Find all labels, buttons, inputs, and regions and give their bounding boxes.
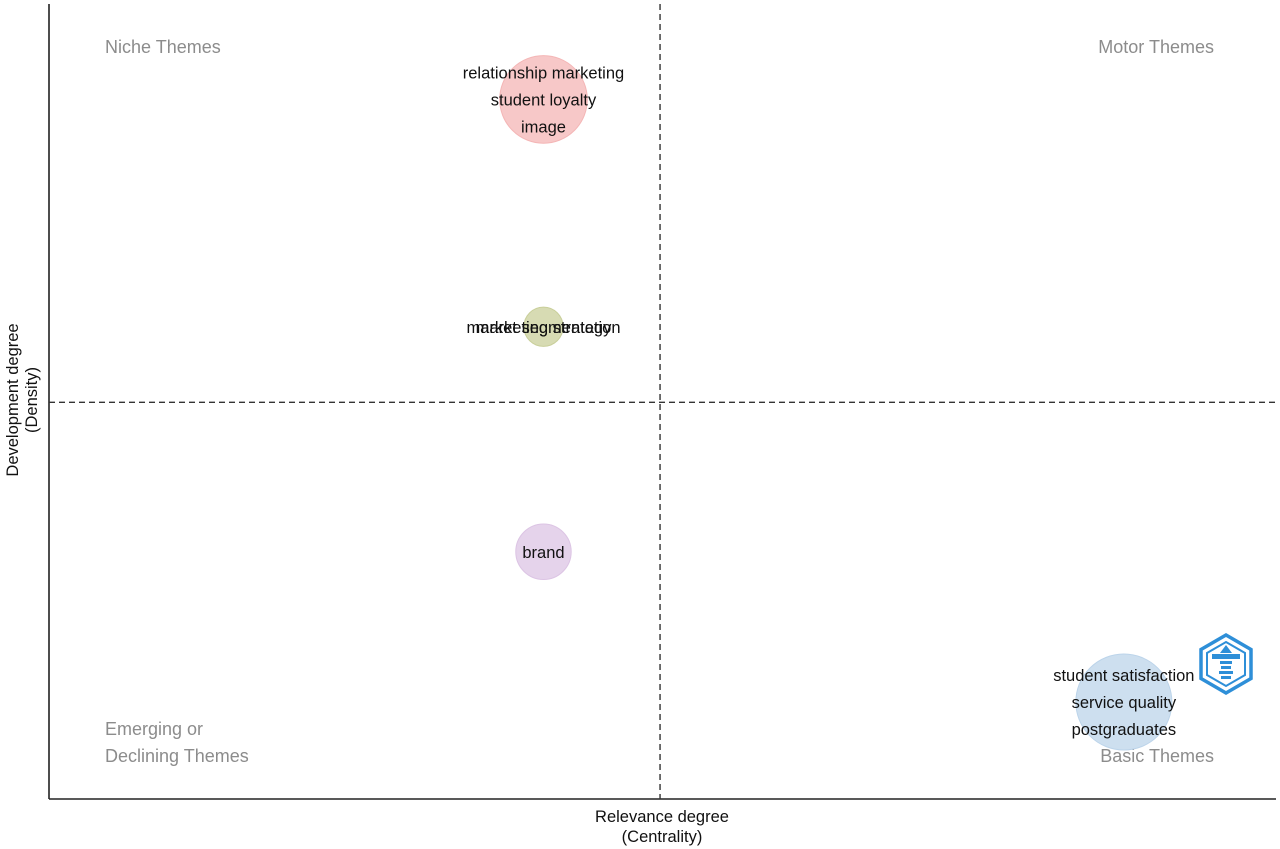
cluster-label-0-1: student loyalty: [491, 91, 597, 109]
cluster-label-1-0: market segmentation: [466, 319, 620, 337]
quadrant-label-basic: Basic Themes: [1100, 746, 1214, 766]
quadrant-label-emerging-line1: Emerging or: [105, 719, 203, 739]
x-axis-title-line2: (Centrality): [622, 828, 703, 846]
cluster-label-1-1: marketing strategy: [476, 319, 612, 337]
cluster-label-2-0: brand: [522, 544, 564, 562]
cluster-bubble-2: [515, 523, 572, 580]
shield-logo-icon: [1199, 632, 1253, 696]
cluster-label-3-2: postgraduates: [1072, 721, 1177, 739]
cluster-bubble-0: [499, 55, 588, 144]
cluster-bubble-3: [1075, 653, 1173, 751]
x-axis-title-line1: Relevance degree: [595, 808, 729, 826]
cluster-bubble-1: [523, 306, 564, 347]
cluster-label-0-2: image: [521, 118, 566, 136]
cluster-label-3-0: student satisfaction: [1053, 667, 1194, 685]
y-axis-title-line2: (Density): [23, 367, 41, 433]
y-axis-title-line1: Development degree: [4, 323, 22, 476]
quadrant-label-motor: Motor Themes: [1098, 37, 1214, 57]
cluster-label-3-1: service quality: [1072, 694, 1177, 712]
quadrant-label-emerging-line2: Declining Themes: [105, 746, 249, 766]
quadrant-label-niche: Niche Themes: [105, 37, 221, 57]
cluster-labels: relationship marketing student loyalty ima…: [463, 64, 1195, 739]
cluster-bubbles: [499, 55, 1173, 751]
cluster-label-0-0: relationship marketing: [463, 64, 624, 82]
